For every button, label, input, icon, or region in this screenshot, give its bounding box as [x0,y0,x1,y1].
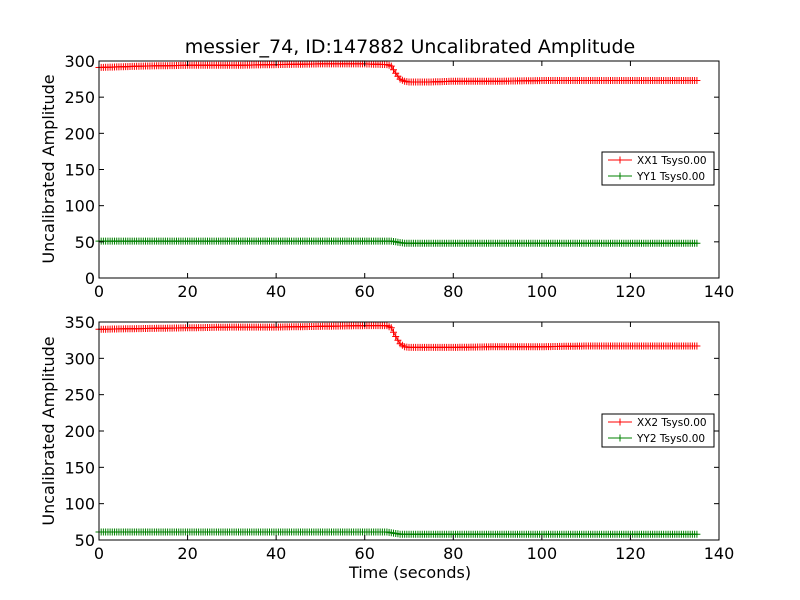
data-point [693,530,701,538]
legend-label: XX2 Tsys0.00 [637,417,707,429]
top-chart: messier_74, ID:147882 Uncalibrated Ampli… [39,36,734,301]
series-markers [95,237,701,247]
data-point [390,328,397,336]
series-xx [95,322,701,351]
y-tick-label: 350 [64,313,95,332]
data-point [693,342,701,350]
data-point [394,336,402,344]
legend-box [601,413,715,448]
data-point [693,77,701,84]
x-tick-label: 120 [615,282,646,301]
y-tick-label: 300 [64,52,95,71]
x-tick-label: 40 [266,544,286,563]
y-tick-label: 50 [75,531,95,550]
chart-title: messier_74, ID:147882 Uncalibrated Ampli… [185,36,635,58]
legend-marker [616,172,624,180]
plot-area: 0 20 40 60 80 100 120 140 50 100 150 200 250 300 350 XX… [64,313,734,563]
x-tick-label: 140 [704,544,735,563]
x-tick-label: 100 [527,282,558,301]
y-axis-label: Uncalibrated Amplitude [39,74,58,263]
bottom-chart: Time (seconds) Uncalibrated Amplitude 0 2… [39,313,734,582]
data-point [392,333,400,340]
x-tick-label: 120 [615,544,646,563]
data-point [693,239,701,247]
data-point [387,62,395,70]
legend-label: YY2 Tsys0.00 [636,433,705,445]
plot-area: 0 20 40 60 80 100 120 140 0 50 100 150 200 250 300 XX1 … [64,52,734,301]
y-tick-label: 100 [64,495,95,514]
x-tick-label: 100 [527,544,558,563]
data-point [390,66,397,74]
series-markers [95,60,701,86]
legend-marker [616,156,624,164]
series-markers [95,528,701,538]
y-tick-label: 300 [64,349,95,368]
legend: XX1 Tsys0.00 YY1 Tsys0.00 [601,151,715,186]
x-tick-label: 40 [266,282,286,301]
x-tick-label: 60 [355,544,375,563]
series-yy [95,528,701,538]
x-tick-label: 0 [94,544,104,563]
x-tick-label: 20 [177,282,197,301]
legend-marker [616,434,624,442]
y-tick-label: 100 [64,197,95,216]
y-tick-label: 250 [64,386,95,405]
series-yy [95,237,701,247]
legend-box [601,151,715,186]
data-point [387,324,395,332]
series-xx [95,60,701,86]
x-axis-label: Time (seconds) [348,563,471,582]
x-tick-label: 140 [704,282,735,301]
legend: XX2 Tsys0.00 YY2 Tsys0.00 [601,413,715,448]
x-tick-label: 60 [355,282,375,301]
legend-marker [616,418,624,426]
y-tick-label: 250 [64,88,95,107]
legend-label: XX1 Tsys0.00 [637,155,707,167]
y-tick-label: 200 [64,422,95,441]
y-tick-label: 150 [64,458,95,477]
series-markers [95,322,701,351]
legend-label: YY1 Tsys0.00 [636,171,705,183]
y-tick-label: 200 [64,124,95,143]
x-tick-label: 20 [177,544,197,563]
x-tick-label: 80 [443,282,463,301]
x-tick-label: 0 [94,282,104,301]
y-axis-label: Uncalibrated Amplitude [39,336,58,525]
x-tick-label: 80 [443,544,463,563]
y-tick-label: 150 [64,161,95,180]
y-tick-label: 0 [85,269,95,288]
y-tick-label: 50 [75,233,95,252]
